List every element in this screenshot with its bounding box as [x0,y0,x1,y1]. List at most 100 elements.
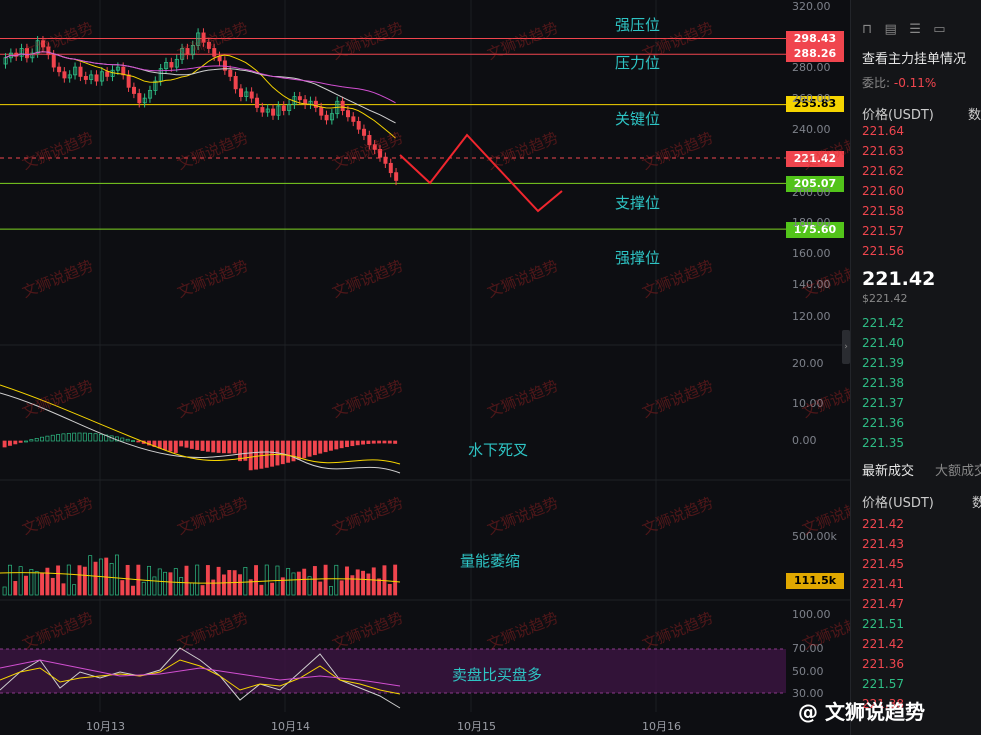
candle-body [94,74,99,82]
ask-row[interactable]: 221.62 [862,164,904,178]
candle-body [244,91,249,97]
volume-bar [238,574,242,596]
collapse-sidebar-button[interactable]: › [842,330,850,364]
candle-body [324,114,329,121]
volume-bar [77,565,82,596]
macd-bar [13,440,18,445]
bid-row[interactable]: 221.42 [862,316,904,330]
macd-bar [248,440,253,471]
trade-row: 221.42 [862,517,904,531]
chart-area[interactable] [0,0,850,735]
macd-bar [61,433,66,442]
macd-bar [8,440,12,446]
volume-bar [93,561,98,596]
macd-bar [334,440,339,450]
candle-body [345,110,350,118]
ytick-120: 120.00 [792,310,831,323]
last-price-usd: $221.42 [862,292,908,305]
macd-bar [280,440,285,465]
macd-bar [72,432,77,442]
candle-body [351,116,356,122]
ask-row[interactable]: 221.60 [862,184,904,198]
tag-strong-support: 175.60 [786,222,844,238]
macd-bar [168,440,173,452]
volume-bar [45,567,50,596]
candle-body [35,40,40,54]
volume-bar [387,583,392,596]
trade-row: 221.45 [862,557,904,571]
macd-bar [216,440,221,453]
trade-row: 221.42 [862,637,904,651]
candle-body [313,100,318,108]
candle-body [383,156,388,164]
macd-bar [291,440,296,462]
macd-bar [179,440,184,447]
ask-row[interactable]: 221.56 [862,244,904,258]
candle-body [46,46,51,56]
bid-row[interactable]: 221.40 [862,336,904,350]
label-volume-note: 量能萎缩 [460,552,521,570]
candle-body [131,86,136,94]
bid-row[interactable]: 221.38 [862,376,904,390]
volume-bar [109,563,114,596]
candle-body [249,91,254,99]
candle-body [362,128,367,136]
volume-bar [264,564,269,596]
macd-bar [222,440,226,454]
volume-bar [120,580,125,596]
macd-bar [205,440,210,452]
ask-row[interactable]: 221.64 [862,124,904,138]
volume-bar [82,566,87,596]
ask-row[interactable]: 221.63 [862,144,904,158]
volume-bar [56,565,61,596]
volume-bar [8,564,12,596]
volume-bar [291,572,296,596]
macd-bar [82,432,87,442]
candle-body [51,54,56,68]
macd-bar [98,433,103,442]
volume-bar [125,564,130,596]
candle-body [255,97,260,108]
tab-latest-trades[interactable]: 最新成交 [862,464,915,479]
bid-row[interactable]: 221.37 [862,396,904,410]
xtick-oct14: 10月14 [271,720,310,733]
ask-row[interactable]: 221.57 [862,224,904,238]
tab-big-trades[interactable]: 大额成交 [935,464,981,479]
macd-bar [254,440,258,470]
label-support: 支撑位 [615,194,661,212]
volume-bar [393,564,398,596]
candle-body [260,107,265,113]
ask-row[interactable]: 221.58 [862,204,904,218]
projection-line [399,133,563,213]
macd-bar [93,433,98,442]
price-header: 价格(USDT) [862,108,934,123]
candle-body [233,76,238,90]
bid-row[interactable]: 221.36 [862,416,904,430]
macd-bar [302,440,307,459]
bid-row[interactable]: 221.35 [862,436,904,450]
volume-bar [157,568,162,596]
volume-bar [318,581,323,596]
candle-body [206,41,211,49]
macd-bar [34,437,39,442]
volume-bar [377,578,382,596]
ytick-260: 260.00 [792,92,831,105]
volume-ma-line [0,572,401,584]
volume-bar [222,574,226,596]
macd-bar [45,435,50,442]
candle-body [62,71,67,79]
macd-bar [211,440,216,453]
candle-body [137,93,142,104]
tag-key-level: 255.83 [786,96,844,112]
macd-bar [339,440,344,449]
macd-bar [2,440,7,448]
bid-row[interactable]: 221.39 [862,356,904,370]
ratio-label: 委比: [862,76,891,90]
orderbook-title[interactable]: 查看主力挂单情况 [862,52,967,67]
volume-bar [50,577,55,596]
toolbar-icons[interactable]: ⊓ ▤ ☰ ▭ [862,22,946,37]
candle-body [201,32,206,43]
macd-bar [312,440,317,456]
xtick-oct13: 10月13 [86,720,125,733]
trade-row: 221.36 [862,657,904,671]
